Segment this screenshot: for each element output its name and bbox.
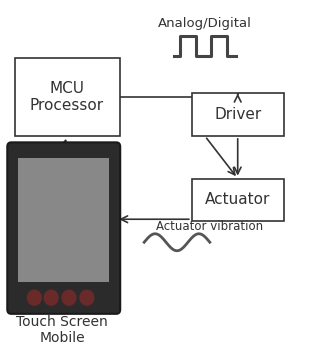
Circle shape (62, 290, 76, 305)
Text: Touch
Event: Touch Event (31, 145, 67, 173)
Bar (15, 58, 119, 136)
Circle shape (80, 290, 94, 305)
Bar (192, 94, 284, 136)
Circle shape (44, 290, 58, 305)
Text: Actuator: Actuator (205, 192, 270, 207)
Text: MCU
Processor: MCU Processor (30, 81, 104, 113)
Text: Actuator vibration: Actuator vibration (156, 220, 263, 233)
Bar (192, 178, 284, 221)
Bar (19, 158, 109, 282)
Text: Driver: Driver (214, 107, 261, 122)
Text: Touch Screen
Mobile: Touch Screen Mobile (16, 315, 108, 345)
FancyBboxPatch shape (7, 142, 120, 314)
Circle shape (27, 290, 41, 305)
Text: Analog/Digital: Analog/Digital (158, 17, 252, 30)
